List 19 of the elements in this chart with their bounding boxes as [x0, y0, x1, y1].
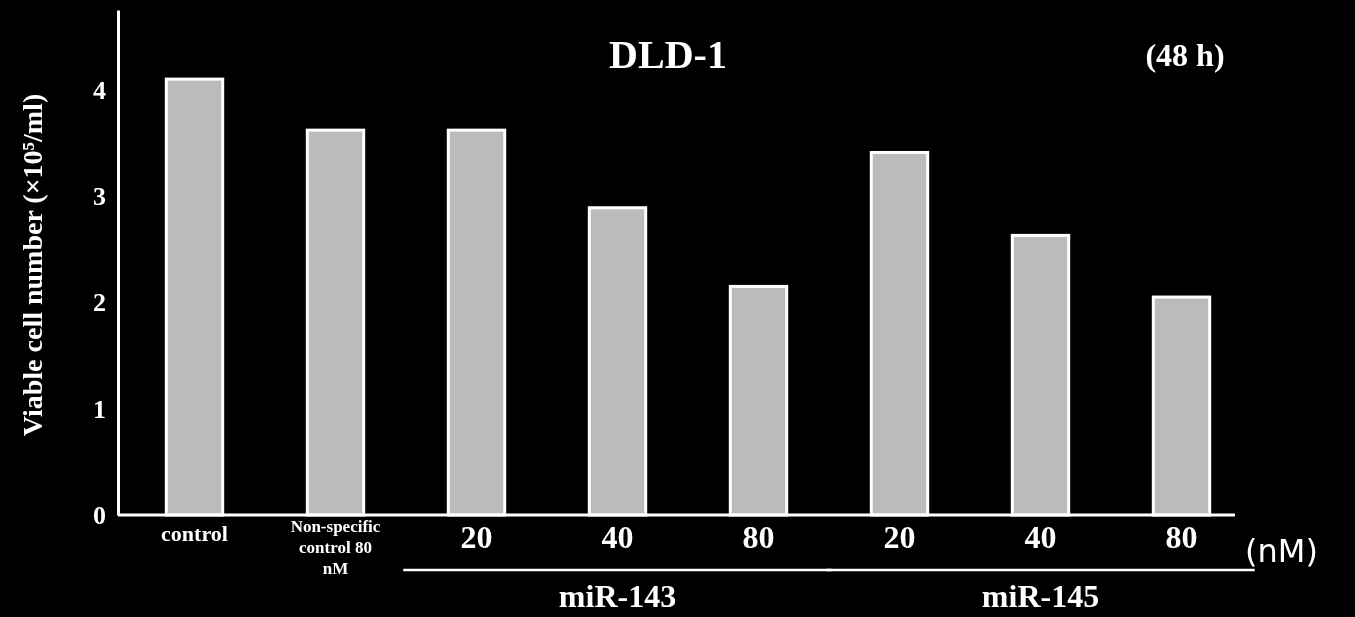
y-axis-title: Viable cell number (×10⁵/ml)	[17, 93, 48, 437]
x-tick-label: 20	[883, 518, 916, 555]
y-tick-label: 0	[93, 500, 106, 530]
y-tick-label: 1	[93, 394, 106, 424]
y-tick-label: 3	[93, 181, 106, 211]
y-tick-label: 2	[93, 288, 106, 318]
x-tick-label: 20	[460, 518, 493, 555]
text: miR-143	[558, 578, 677, 614]
x-tick-label: 40	[601, 518, 634, 555]
x-tick-label: 40	[1024, 518, 1057, 555]
text: (48 h)	[1145, 37, 1225, 73]
x-tick-label: Non-specific control 80 nM	[290, 516, 381, 579]
x-tick-label: 80	[1165, 518, 1198, 555]
x-tick-label: control	[161, 520, 228, 546]
text: miR-145	[981, 578, 1100, 614]
text: DLD-1	[609, 32, 727, 77]
x-tick-label: 80	[742, 518, 775, 555]
y-tick-label: 4	[93, 75, 106, 105]
text: (nM)	[1245, 532, 1318, 570]
